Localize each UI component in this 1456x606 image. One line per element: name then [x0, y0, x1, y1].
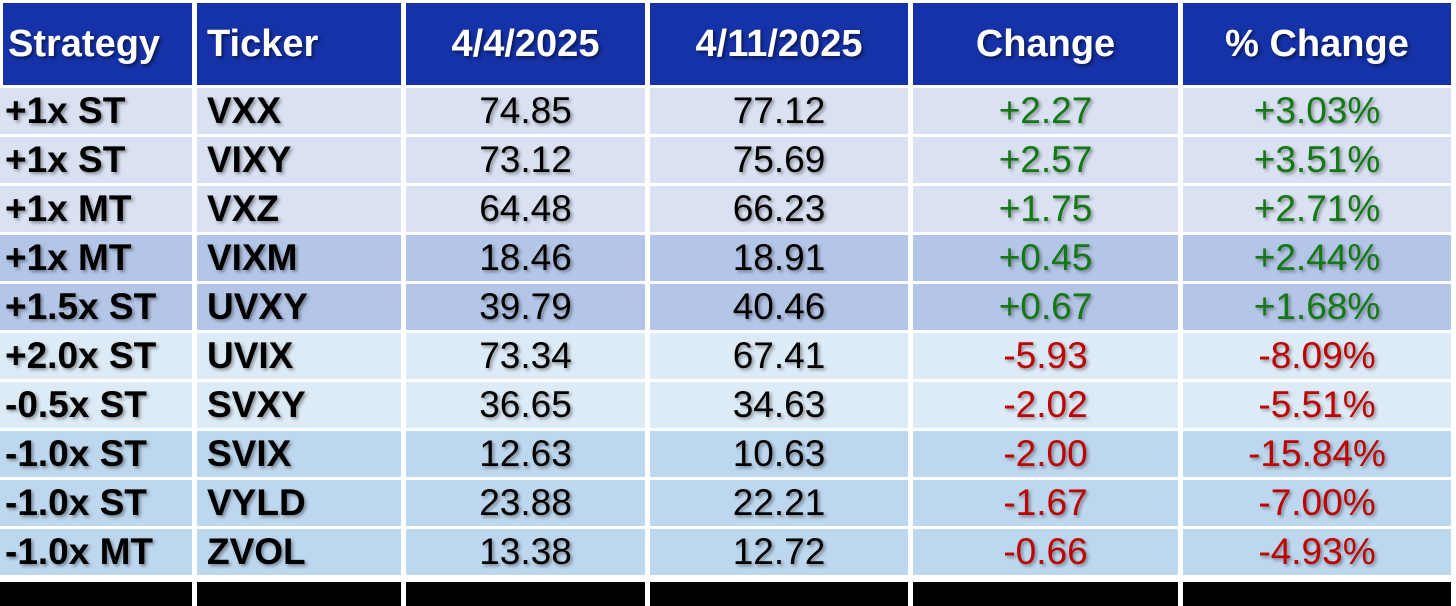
cell-price-end: 10.63 [650, 431, 913, 480]
table-row: +1.5x ST UVXY 39.79 40.46 +0.67 +1.68% [0, 284, 1456, 333]
cell-price-end: 75.69 [650, 137, 913, 186]
cell-strategy: +1x ST [0, 88, 197, 137]
cell-price-start: 73.12 [406, 137, 650, 186]
cell-pct-change: +1.68% [1183, 284, 1456, 333]
cell-price-end: 18.91 [650, 235, 913, 284]
cell-pct-change: +2.71% [1183, 186, 1456, 235]
cell-price-end: 66.23 [650, 186, 913, 235]
cell-strategy: +2.0x ST [0, 333, 197, 382]
cell-price-start: 23.88 [406, 480, 650, 529]
cell-price-end: 67.41 [650, 333, 913, 382]
cell-price-end: 40.46 [650, 284, 913, 333]
cell-ticker: ZVOL [197, 529, 406, 578]
table-row: +1x ST VIXY 73.12 75.69 +2.57 +3.51% [0, 137, 1456, 186]
footer-cell [650, 578, 913, 606]
cell-change: +0.45 [913, 235, 1183, 284]
cell-change: +1.75 [913, 186, 1183, 235]
cell-change: -1.67 [913, 480, 1183, 529]
table-row: +1x ST VXX 74.85 77.12 +2.27 +3.03% [0, 88, 1456, 137]
header-row: Strategy Ticker 4/4/2025 4/11/2025 Chang… [0, 0, 1456, 88]
cell-ticker: SVIX [197, 431, 406, 480]
cell-pct-change: -4.93% [1183, 529, 1456, 578]
cell-strategy: +1.5x ST [0, 284, 197, 333]
table-row: -1.0x ST VYLD 23.88 22.21 -1.67 -7.00% [0, 480, 1456, 529]
cell-price-end: 34.63 [650, 382, 913, 431]
cell-price-start: 36.65 [406, 382, 650, 431]
cell-ticker: UVIX [197, 333, 406, 382]
column-header-pct-change: % Change [1183, 0, 1456, 88]
cell-pct-change: -8.09% [1183, 333, 1456, 382]
cell-strategy: +1x MT [0, 235, 197, 284]
table-row: +1x MT VXZ 64.48 66.23 +1.75 +2.71% [0, 186, 1456, 235]
cell-strategy: -0.5x ST [0, 382, 197, 431]
column-header-strategy: Strategy [0, 0, 197, 88]
cell-change: -0.66 [913, 529, 1183, 578]
cell-price-start: 13.38 [406, 529, 650, 578]
cell-ticker: VIXY [197, 137, 406, 186]
table-row: -1.0x ST SVIX 12.63 10.63 -2.00 -15.84% [0, 431, 1456, 480]
column-header-date-end: 4/11/2025 [650, 0, 913, 88]
cell-ticker: VXX [197, 88, 406, 137]
footer-cell [406, 578, 650, 606]
cell-pct-change: -15.84% [1183, 431, 1456, 480]
table-row: +1x MT VIXM 18.46 18.91 +0.45 +2.44% [0, 235, 1456, 284]
cell-ticker: VYLD [197, 480, 406, 529]
cell-change: -5.93 [913, 333, 1183, 382]
cell-price-start: 18.46 [406, 235, 650, 284]
table-row: +2.0x ST UVIX 73.34 67.41 -5.93 -8.09% [0, 333, 1456, 382]
cell-price-start: 73.34 [406, 333, 650, 382]
table-row: -0.5x ST SVXY 36.65 34.63 -2.02 -5.51% [0, 382, 1456, 431]
cell-price-end: 12.72 [650, 529, 913, 578]
cell-strategy: +1x ST [0, 137, 197, 186]
cell-price-start: 64.48 [406, 186, 650, 235]
column-header-date-start: 4/4/2025 [406, 0, 650, 88]
footer-cell [913, 578, 1183, 606]
cell-strategy: -1.0x ST [0, 431, 197, 480]
column-header-ticker: Ticker [197, 0, 406, 88]
column-header-change: Change [913, 0, 1183, 88]
cell-price-start: 74.85 [406, 88, 650, 137]
cell-ticker: UVXY [197, 284, 406, 333]
cell-pct-change: +3.03% [1183, 88, 1456, 137]
cell-ticker: SVXY [197, 382, 406, 431]
footer-cell [0, 578, 197, 606]
cell-price-start: 39.79 [406, 284, 650, 333]
cell-strategy: -1.0x MT [0, 529, 197, 578]
cell-change: +2.57 [913, 137, 1183, 186]
table-row: -1.0x MT ZVOL 13.38 12.72 -0.66 -4.93% [0, 529, 1456, 578]
footer-bar [0, 578, 1456, 606]
cell-pct-change: +3.51% [1183, 137, 1456, 186]
cell-change: -2.00 [913, 431, 1183, 480]
cell-pct-change: -7.00% [1183, 480, 1456, 529]
cell-change: +0.67 [913, 284, 1183, 333]
cell-change: -2.02 [913, 382, 1183, 431]
cell-ticker: VXZ [197, 186, 406, 235]
footer-cell [1183, 578, 1456, 606]
cell-price-end: 22.21 [650, 480, 913, 529]
footer-cell [197, 578, 406, 606]
cell-strategy: +1x MT [0, 186, 197, 235]
cell-ticker: VIXM [197, 235, 406, 284]
cell-change: +2.27 [913, 88, 1183, 137]
cell-pct-change: -5.51% [1183, 382, 1456, 431]
cell-pct-change: +2.44% [1183, 235, 1456, 284]
cell-price-start: 12.63 [406, 431, 650, 480]
cell-strategy: -1.0x ST [0, 480, 197, 529]
cell-price-end: 77.12 [650, 88, 913, 137]
